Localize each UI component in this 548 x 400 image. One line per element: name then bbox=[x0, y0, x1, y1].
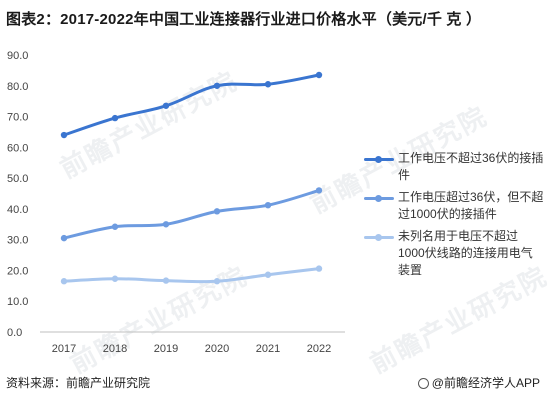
data-point bbox=[264, 81, 272, 88]
x-tick-label: 2019 bbox=[154, 343, 178, 355]
legend-swatch bbox=[364, 234, 394, 242]
brand-text: @前瞻经济学人APP bbox=[431, 376, 540, 390]
chart-title: 图表2：2017-2022年中国工业连接器行业进口价格水平（美元/千 克 ） bbox=[6, 11, 482, 28]
data-point bbox=[162, 221, 170, 228]
data-point bbox=[60, 278, 68, 285]
legend-item-series-3: 未列名用于电压不超过1000伏线路的连接用电气装置 bbox=[362, 228, 544, 279]
legend: 工作电压不超过36伏的接插件 工作电压超过36伏，但不超过1000伏的接插件 未… bbox=[362, 150, 544, 284]
y-tick-label: 0.0 bbox=[7, 327, 22, 339]
y-tick-label: 20.0 bbox=[7, 265, 28, 277]
y-tick-label: 30.0 bbox=[7, 235, 28, 247]
data-point bbox=[315, 187, 323, 194]
source-note: 资料来源：前瞻产业研究院 bbox=[6, 376, 151, 390]
y-tick-label: 50.0 bbox=[7, 173, 28, 185]
series-line-3 bbox=[62, 267, 321, 284]
x-tick-label: 2021 bbox=[256, 343, 280, 355]
legend-swatch bbox=[364, 195, 394, 203]
data-point bbox=[213, 82, 221, 89]
data-point bbox=[111, 275, 119, 282]
y-tick-label: 70.0 bbox=[7, 112, 28, 124]
data-point bbox=[162, 277, 170, 284]
data-point bbox=[213, 208, 221, 215]
data-point bbox=[315, 71, 323, 79]
data-point bbox=[60, 131, 68, 139]
y-tick-label: 90.0 bbox=[7, 50, 28, 62]
y-tick-label: 60.0 bbox=[7, 142, 28, 154]
x-tick-label: 2018 bbox=[103, 343, 127, 355]
legend-label: 未列名用于电压不超过1000伏线路的连接用电气装置 bbox=[398, 229, 533, 277]
data-point bbox=[111, 223, 119, 230]
series-line-2 bbox=[62, 188, 321, 240]
legend-swatch bbox=[364, 156, 394, 164]
series-line-1 bbox=[62, 73, 321, 137]
y-tick-label: 40.0 bbox=[7, 204, 28, 216]
line-chart: 0.0 10.0 20.0 30.0 40.0 50.0 60.0 70.0 80.0 90.0 2… bbox=[7, 50, 345, 355]
data-point bbox=[162, 102, 170, 109]
x-tick-label: 2017 bbox=[52, 343, 76, 355]
legend-item-series-2: 工作电压超过36伏，但不超过1000伏的接插件 bbox=[362, 189, 544, 223]
data-point bbox=[264, 271, 272, 278]
y-tick-label: 10.0 bbox=[7, 296, 28, 308]
legend-item-series-1: 工作电压不超过36伏的接插件 bbox=[362, 150, 544, 184]
legend-label: 工作电压不超过36伏的接插件 bbox=[398, 151, 544, 182]
data-point bbox=[213, 278, 221, 285]
data-point bbox=[111, 114, 119, 122]
data-point bbox=[315, 265, 323, 272]
y-tick-label: 80.0 bbox=[7, 81, 28, 93]
brand-icon bbox=[417, 378, 429, 389]
x-tick-label: 2020 bbox=[205, 343, 229, 355]
brand-credit: @前瞻经济学人APP bbox=[417, 374, 540, 391]
legend-label: 工作电压超过36伏，但不超过1000伏的接插件 bbox=[398, 190, 544, 221]
data-point bbox=[264, 201, 272, 209]
x-tick-label: 2022 bbox=[307, 343, 331, 355]
data-point bbox=[60, 234, 68, 242]
